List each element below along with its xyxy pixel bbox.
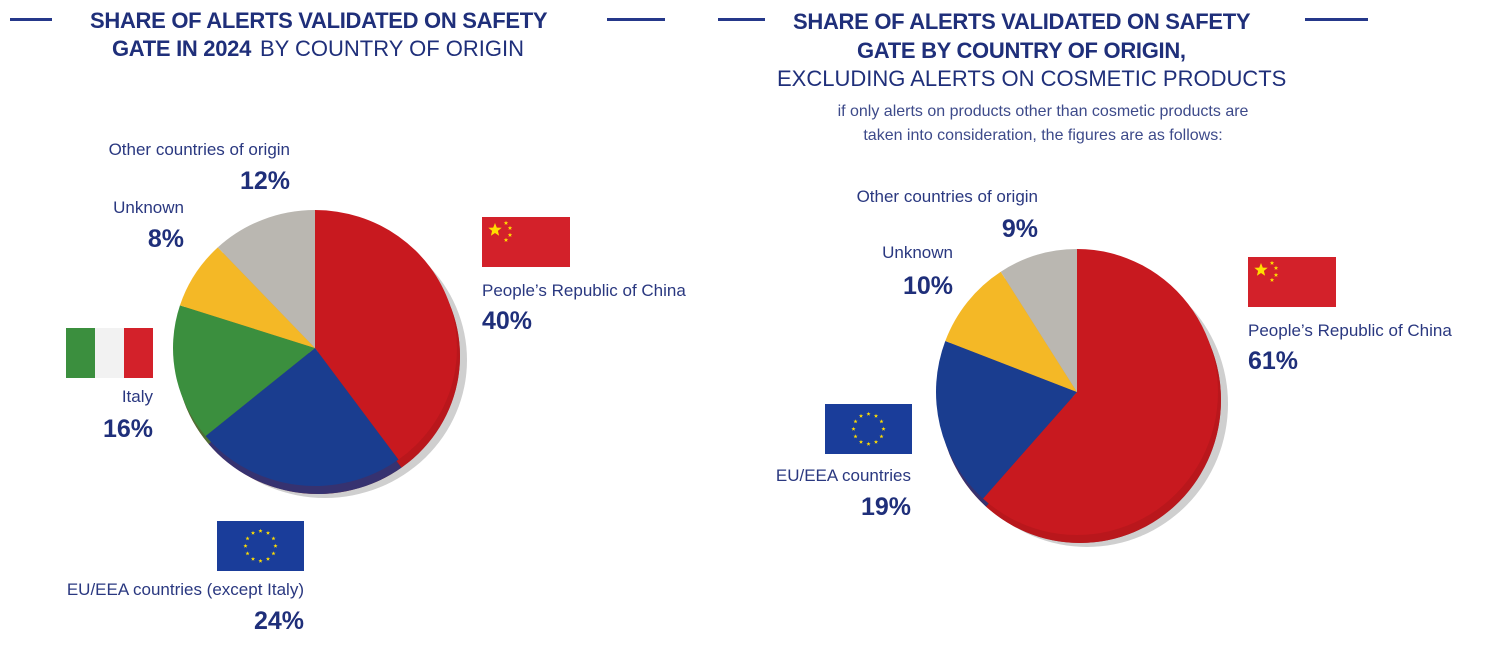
chart1-title-line1: SHARE OF ALERTS VALIDATED ON SAFETY — [90, 8, 548, 33]
label-unknown: Unknown — [882, 243, 953, 262]
value-other: 9% — [1001, 215, 1038, 243]
flag-star-icon — [488, 223, 502, 236]
flag-star-icon — [858, 413, 864, 418]
italy-flag-white — [95, 328, 124, 378]
value-eu: 19% — [860, 493, 911, 521]
pie-slice-eu-eea-countries-except-italy- — [205, 348, 399, 487]
italy-flag-red — [124, 328, 153, 378]
flag-star-icon — [879, 419, 884, 424]
title-rule-right — [607, 18, 665, 21]
flag-star-icon — [250, 556, 256, 561]
china-flag — [1248, 257, 1336, 307]
value-china: 40% — [482, 307, 533, 335]
flag-star-icon — [258, 528, 263, 533]
flag-star-icon — [866, 411, 871, 416]
value-other: 12% — [239, 167, 290, 195]
chart2-note-line1: if only alerts on products other than co… — [837, 103, 1249, 120]
flag-star-icon — [873, 413, 879, 418]
chart1-title-line2: GATE IN 2024 BY COUNTRY OF ORIGIN — [112, 36, 524, 62]
flag-star-icon — [265, 556, 271, 561]
chart1-title-bold: GATE IN 2024 — [112, 36, 252, 61]
label-china: People’s Republic of China — [482, 281, 686, 300]
flag-star-icon — [245, 551, 250, 556]
pie-slice-other-countries-of-origin — [217, 210, 315, 348]
flag-star-icon — [1273, 265, 1279, 270]
flag-star-icon — [507, 232, 513, 237]
value-italy: 16% — [102, 415, 153, 443]
title-rule-left — [718, 18, 765, 21]
value-unknown: 10% — [902, 272, 953, 300]
value-eu: 24% — [253, 607, 304, 635]
flag-star-icon — [271, 551, 276, 556]
label-eu: EU/EEA countries (except Italy) — [66, 580, 304, 599]
chart2-title-line1: SHARE OF ALERTS VALIDATED ON SAFETY — [793, 9, 1251, 34]
flag-star-icon — [879, 434, 884, 439]
flag-star-icon — [503, 237, 509, 242]
flag-star-icon — [271, 536, 276, 541]
label-unknown: Unknown — [113, 198, 184, 217]
title-rule-left — [10, 18, 52, 21]
flag-star-icon — [1269, 277, 1275, 282]
pie-slice-other-countries-of-origin — [1000, 249, 1077, 392]
flag-star-icon — [273, 543, 278, 548]
china-flag — [482, 217, 570, 267]
value-china: 61% — [1248, 347, 1299, 375]
flag-star-icon — [1273, 272, 1279, 277]
pie-slice-italy — [173, 305, 315, 436]
italy-flag — [66, 328, 95, 378]
eu-flag — [825, 404, 912, 454]
flag-star-icon — [507, 225, 513, 230]
label-china: People’s Republic of China — [1248, 321, 1452, 340]
flag-star-icon — [881, 426, 886, 431]
flag-star-icon — [858, 439, 864, 444]
chart2-title-line3: EXCLUDING ALERTS ON COSMETIC PRODUCTS — [777, 66, 1287, 91]
flag-star-icon — [265, 530, 271, 535]
pie-slice-eu-eea-countries — [935, 340, 1077, 499]
flag-star-icon — [1269, 260, 1275, 265]
pie-slice-people-s-republic-of-china — [982, 249, 1219, 535]
pie-slice-unknown — [945, 271, 1077, 392]
flag-star-icon — [245, 536, 250, 541]
flag-star-icon — [258, 558, 263, 563]
label-eu: EU/EEA countries — [775, 466, 911, 485]
flag-star-icon — [851, 426, 856, 431]
label-other: Other countries of origin — [108, 140, 290, 159]
chart2-note-line2: taken into consideration, the figures ar… — [863, 127, 1223, 144]
flag-star-icon — [866, 441, 871, 446]
label-italy: Italy — [121, 387, 153, 406]
flag-star-icon — [873, 439, 879, 444]
label-other: Other countries of origin — [856, 187, 1038, 206]
flag-star-icon — [1254, 263, 1268, 276]
chart1-title-regular: BY COUNTRY OF ORIGIN — [259, 36, 524, 61]
flag-star-icon — [250, 530, 256, 535]
eu-flag — [217, 521, 304, 571]
value-unknown: 8% — [147, 225, 184, 253]
title-rule-right — [1305, 18, 1368, 21]
pie-slice-people-s-republic-of-china — [315, 210, 458, 460]
flag-star-icon — [853, 419, 858, 424]
flag-star-icon — [853, 434, 858, 439]
flag-star-icon — [243, 543, 248, 548]
chart2-title-line2: GATE BY COUNTRY OF ORIGIN, — [857, 38, 1186, 63]
pie-slice-unknown — [179, 247, 315, 348]
flag-star-icon — [503, 220, 509, 225]
